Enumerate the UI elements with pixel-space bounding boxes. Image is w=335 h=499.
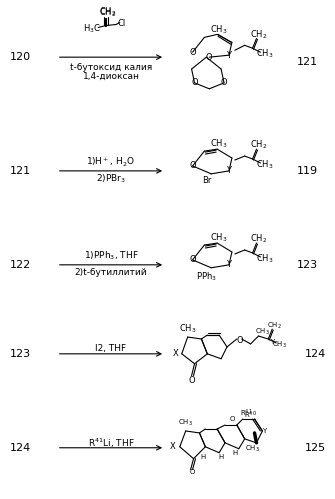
Text: Y: Y [262,428,266,434]
Text: 2)t-бутиллитий: 2)t-бутиллитий [75,268,147,277]
Text: H: H [201,454,206,460]
Text: Y: Y [226,51,231,60]
Text: 2)PBr$_3$: 2)PBr$_3$ [96,173,126,185]
Text: 1)H$^+$, H$_2$O: 1)H$^+$, H$_2$O [86,155,135,169]
Text: 119: 119 [297,166,318,176]
Text: O: O [188,376,195,385]
Text: CH$_2$: CH$_2$ [267,321,282,331]
Text: Y: Y [226,260,231,269]
Text: CH$_2$: CH$_2$ [250,233,267,246]
Text: R$^{41}$Li, THF: R$^{41}$Li, THF [87,436,134,450]
Text: Y: Y [270,339,274,345]
Text: H$_3$C: H$_3$C [83,22,101,35]
Text: 125: 125 [305,443,326,453]
Text: CH$_2$: CH$_2$ [250,28,267,41]
Text: Y: Y [226,166,231,175]
Text: CH$_3$: CH$_3$ [256,48,273,60]
Text: CH$_3$: CH$_3$ [255,327,270,337]
Text: t-бутоксид калия: t-бутоксид калия [70,62,152,71]
Text: Br: Br [202,176,211,185]
Text: 124: 124 [305,349,326,359]
Text: CH$_3$: CH$_3$ [179,323,196,335]
Text: O: O [237,336,243,345]
Text: CH$_3$: CH$_3$ [256,252,273,265]
Text: O: O [189,162,196,171]
Text: O: O [190,470,195,476]
Text: O: O [221,78,227,87]
Text: CH$_2$: CH$_2$ [250,139,267,151]
Text: 121: 121 [297,57,318,67]
Text: 124: 124 [10,443,31,453]
Text: CH$_2$: CH$_2$ [99,6,117,19]
Text: X: X [170,442,176,451]
Text: X: X [173,349,179,358]
Text: R$^{41}$: R$^{41}$ [240,408,253,419]
Text: 122: 122 [10,260,31,270]
Text: R$^{40}$: R$^{40}$ [244,410,257,421]
Text: CH$_3$: CH$_3$ [245,444,260,454]
Text: 121: 121 [10,166,31,176]
Text: CH$_3$: CH$_3$ [178,418,193,428]
Text: O: O [189,255,196,264]
Text: CH$_3$: CH$_3$ [210,138,228,150]
Text: 1)PPh$_3$, THF: 1)PPh$_3$, THF [84,250,138,262]
Text: CH$_3$: CH$_3$ [210,232,228,245]
Text: O: O [229,416,234,422]
Text: O: O [206,53,213,62]
Text: O: O [191,78,198,87]
Text: H: H [218,454,224,460]
Text: I2, THF: I2, THF [95,344,127,353]
Text: CH$_3$: CH$_3$ [272,340,286,350]
Text: 123: 123 [297,260,318,270]
Text: Cl: Cl [118,19,126,28]
Text: PPh$_3$: PPh$_3$ [196,270,217,283]
Text: 120: 120 [10,52,31,62]
Text: CH$_3$: CH$_3$ [256,159,273,171]
Text: 1,4-диоксан: 1,4-диоксан [82,71,139,80]
Text: CH$_2$: CH$_2$ [99,5,117,18]
Text: H: H [232,450,238,456]
Text: CH$_3$: CH$_3$ [210,23,228,36]
Text: O: O [189,48,196,57]
Text: 123: 123 [10,349,31,359]
